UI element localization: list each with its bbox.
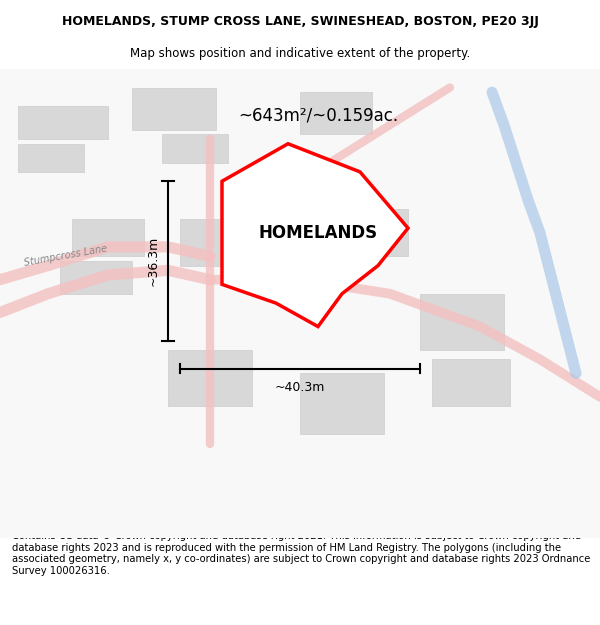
Polygon shape xyxy=(300,373,384,434)
Polygon shape xyxy=(18,106,108,139)
Polygon shape xyxy=(18,144,84,172)
Polygon shape xyxy=(180,219,270,266)
Text: ~36.3m: ~36.3m xyxy=(146,236,160,286)
Polygon shape xyxy=(330,209,408,256)
Text: ~40.3m: ~40.3m xyxy=(275,381,325,394)
Text: Map shows position and indicative extent of the property.: Map shows position and indicative extent… xyxy=(130,48,470,61)
Text: HOMELANDS, STUMP CROSS LANE, SWINESHEAD, BOSTON, PE20 3JJ: HOMELANDS, STUMP CROSS LANE, SWINESHEAD,… xyxy=(62,14,538,28)
Polygon shape xyxy=(420,294,504,350)
Polygon shape xyxy=(432,359,510,406)
Text: HOMELANDS: HOMELANDS xyxy=(259,224,377,242)
Polygon shape xyxy=(168,350,252,406)
Polygon shape xyxy=(132,88,216,129)
Polygon shape xyxy=(162,134,228,162)
Polygon shape xyxy=(222,144,408,326)
Text: Contains OS data © Crown copyright and database right 2021. This information is : Contains OS data © Crown copyright and d… xyxy=(12,531,590,576)
Polygon shape xyxy=(60,261,132,294)
Text: Stumpcross Lane: Stumpcross Lane xyxy=(23,244,109,269)
Text: ~643m²/~0.159ac.: ~643m²/~0.159ac. xyxy=(238,107,398,124)
Polygon shape xyxy=(300,92,372,134)
Polygon shape xyxy=(72,219,144,256)
